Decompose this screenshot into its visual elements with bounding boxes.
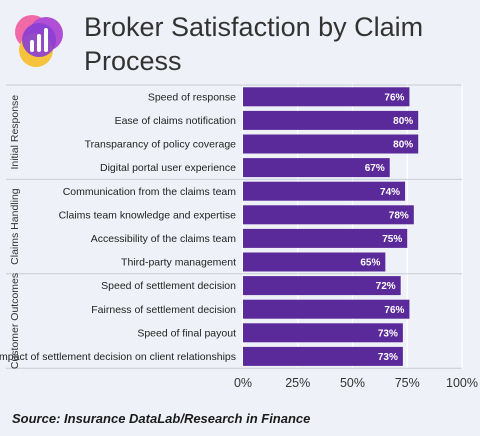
bar	[243, 346, 403, 366]
category-label: Accessibility of the claims team	[91, 233, 237, 245]
category-label: Digital portal user experience	[100, 162, 236, 174]
x-tick-label: 0%	[234, 376, 252, 390]
x-tick-label: 75%	[395, 376, 420, 390]
data-label: 78%	[389, 210, 409, 221]
group-label: Initial Response	[9, 95, 21, 170]
category-label: Speed of final payout	[137, 327, 236, 339]
source-note: Source: Insurance DataLab/Research in Fi…	[12, 411, 311, 426]
category-label: Claims team knowledge and expertise	[59, 209, 237, 221]
bar	[243, 181, 406, 201]
category-label: Speed of settlement decision	[101, 280, 236, 292]
bar	[243, 299, 410, 319]
category-label: Transparancy of policy coverage	[85, 139, 237, 151]
bar-chart: Initial Response Speed of response 76% Ease…	[0, 83, 478, 390]
chart-title: Broker Satisfaction by Claim Process	[84, 12, 424, 76]
category-label: Communication from the claims team	[63, 186, 237, 198]
category-label: Ease of claims notification	[115, 115, 237, 127]
bar	[243, 110, 419, 130]
data-label: 65%	[360, 258, 380, 269]
bar	[243, 252, 386, 272]
data-label: 80%	[393, 140, 413, 151]
group-label: Customer Outcomes	[9, 273, 21, 369]
bar	[243, 205, 414, 225]
data-label: 72%	[376, 281, 396, 292]
bar	[243, 276, 401, 296]
x-tick-label: 50%	[340, 376, 365, 390]
category-label: Third-party management	[121, 257, 236, 269]
bar-chart-logo-icon	[15, 15, 63, 67]
bar	[243, 228, 408, 248]
data-label: 80%	[393, 116, 413, 127]
data-label: 67%	[365, 163, 385, 174]
data-label: 76%	[384, 305, 404, 316]
bar	[243, 87, 410, 107]
x-tick-label: 25%	[285, 376, 310, 390]
data-label: 75%	[382, 234, 402, 245]
category-label: Fairness of settlement decision	[91, 304, 236, 316]
category-label: Speed of response	[148, 91, 236, 103]
bar	[243, 158, 390, 178]
group-label: Claims Handling	[9, 188, 21, 265]
data-label: 73%	[378, 328, 398, 339]
data-label: 74%	[380, 187, 400, 198]
category-label: Impact of settlement decision on client …	[0, 351, 236, 363]
x-tick-label: 100%	[446, 376, 478, 390]
data-label: 76%	[384, 92, 404, 103]
data-label: 73%	[378, 352, 398, 363]
bar	[243, 134, 419, 154]
bar	[243, 323, 403, 343]
